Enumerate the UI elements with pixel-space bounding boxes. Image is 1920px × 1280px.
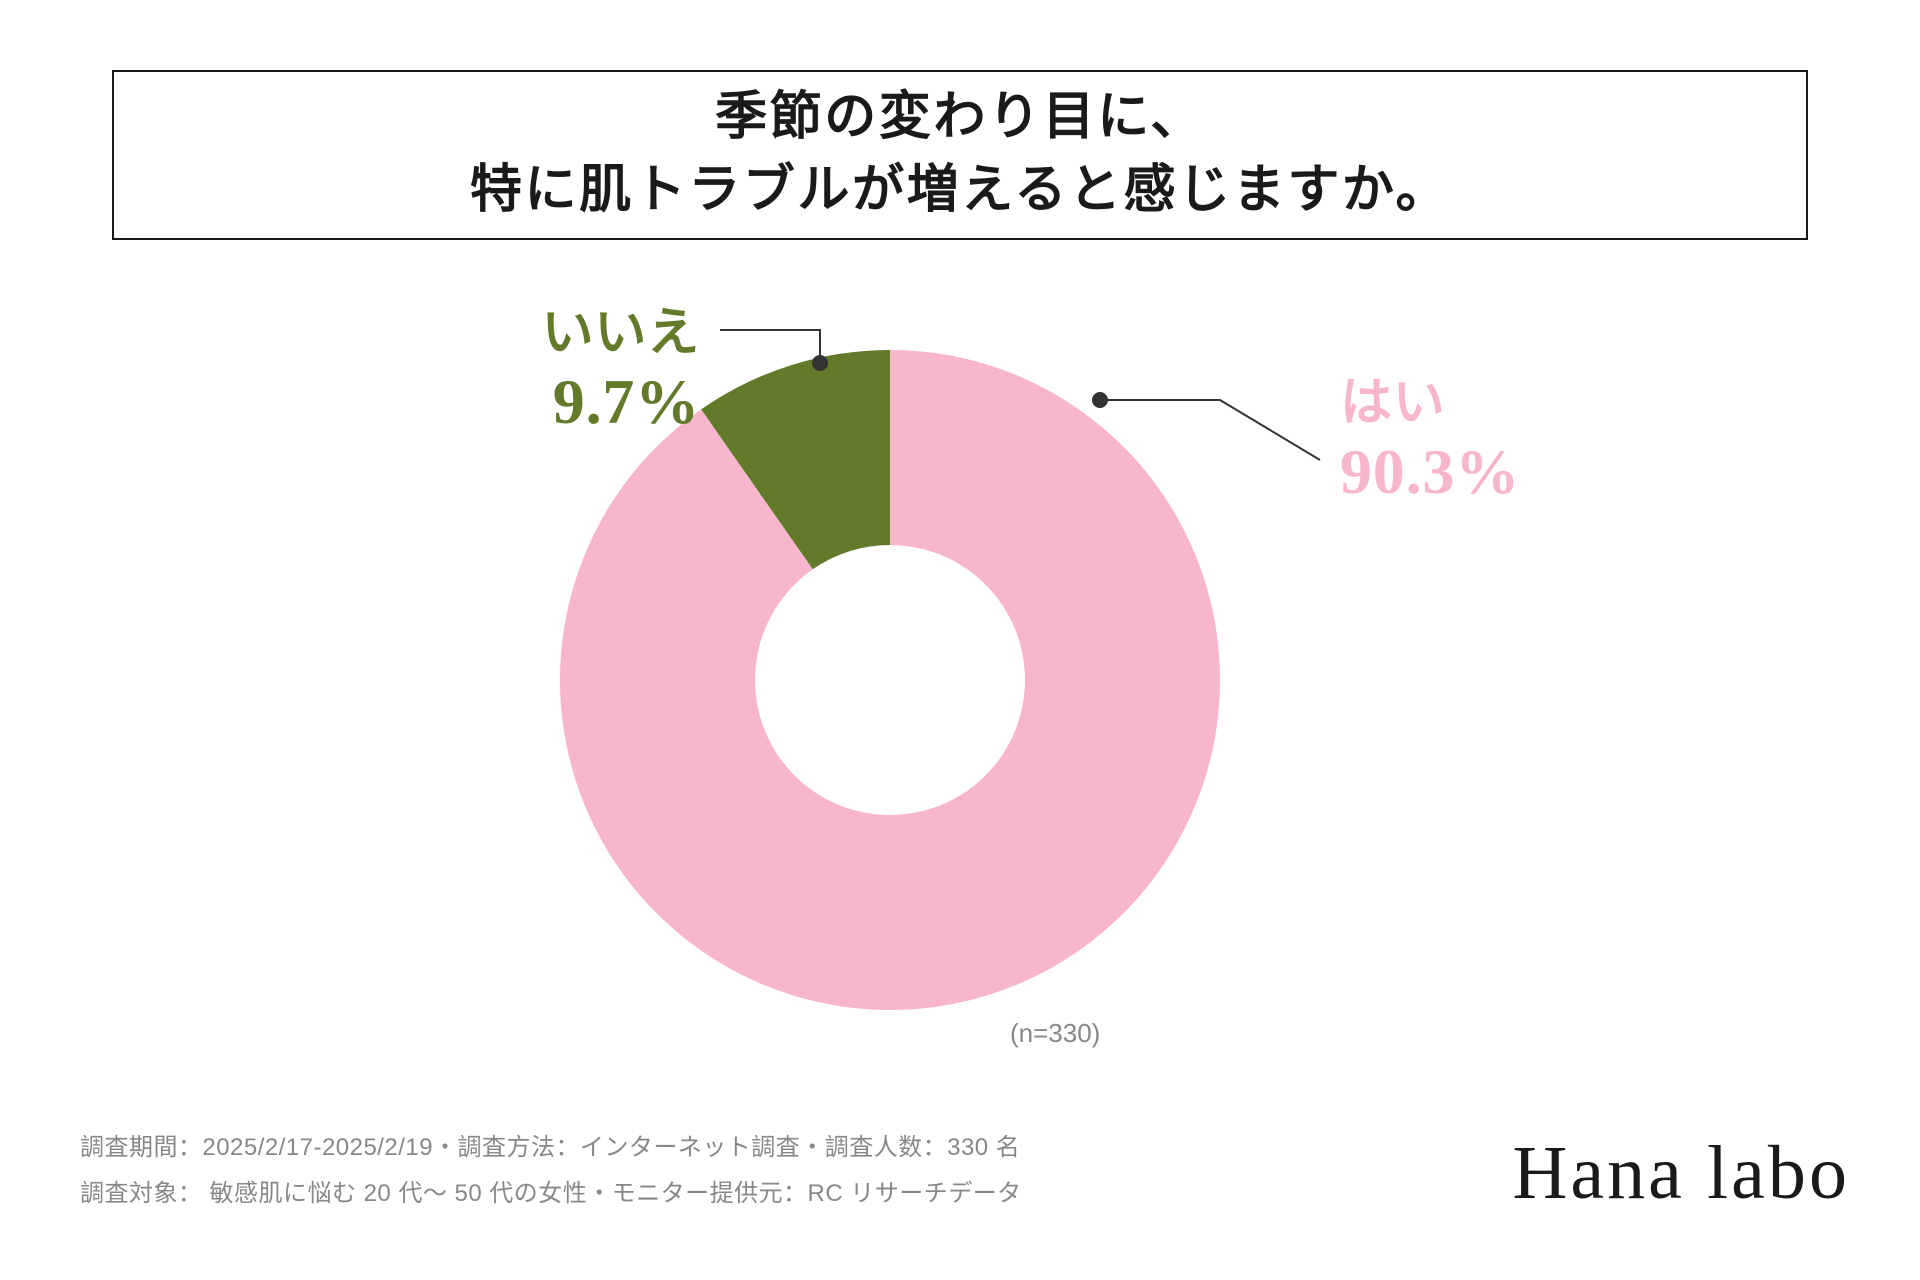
brand-logo: Hana labo xyxy=(1512,1130,1850,1217)
callout-yes-label: はい xyxy=(1340,360,1520,435)
survey-footnote: 調査期間：2025/2/17-2025/2/19・調査方法：インターネット調査・… xyxy=(80,1125,1022,1216)
sample-size-label: (n=330) xyxy=(1010,1018,1100,1049)
callout-no: いいえ 9.7% xyxy=(0,290,700,439)
callout-no-percent: 9.7% xyxy=(0,365,700,439)
callout-yes: はい 90.3% xyxy=(1340,360,1520,509)
footnote-line-2: 調査対象： 敏感肌に悩む 20 代〜 50 代の女性・モニター提供元：RC リサ… xyxy=(80,1171,1022,1217)
callout-yes-percent: 90.3% xyxy=(1340,435,1520,509)
footnote-line-1: 調査期間：2025/2/17-2025/2/19・調査方法：インターネット調査・… xyxy=(80,1125,1022,1171)
donut-slice xyxy=(560,350,1220,1010)
donut-chart xyxy=(0,0,1920,1280)
callout-no-label: いいえ xyxy=(0,290,700,365)
